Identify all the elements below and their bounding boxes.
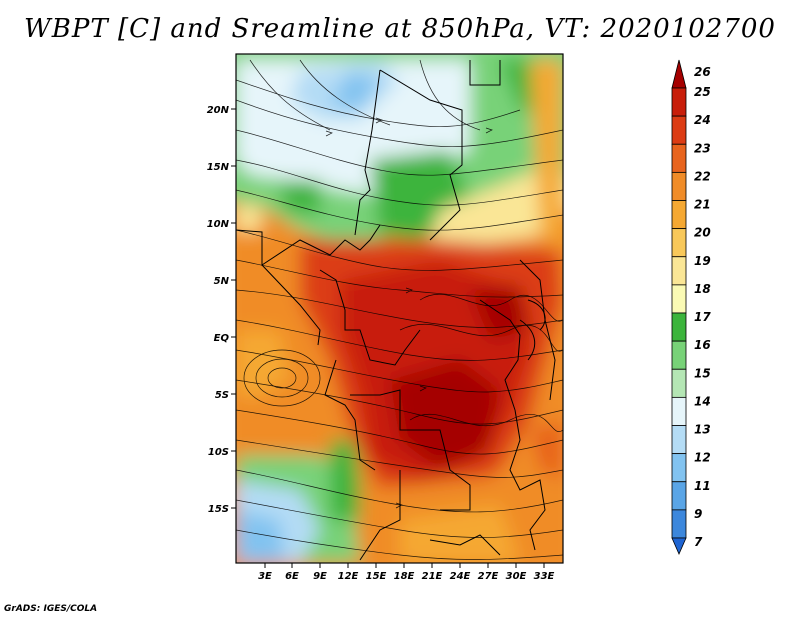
country-borders xyxy=(236,60,556,561)
lon-label: 3E xyxy=(258,571,272,582)
lon-label: 9E xyxy=(313,571,327,582)
colorbar-segment xyxy=(671,340,687,370)
lat-label: 20N xyxy=(207,105,230,116)
colorbar-label: 23 xyxy=(694,141,711,155)
lat-labels: 20N 15N 10N 5N EQ 5S 10S 15S xyxy=(207,105,230,515)
colorbar-label: 20 xyxy=(694,226,711,240)
colorbar-segment xyxy=(671,171,687,201)
lon-label: 6E xyxy=(285,571,299,582)
lat-ticks xyxy=(231,108,236,509)
colorbar-label: 14 xyxy=(694,394,711,408)
colorbar: 26 25 24 23 22 21 20 19 18 17 16 15 14 13 12 11 9 7 xyxy=(671,59,711,555)
colorbar-label: 24 xyxy=(694,113,711,127)
lon-label: 12E xyxy=(338,571,359,582)
lat-label: 10N xyxy=(207,219,230,230)
lon-label: 24E xyxy=(450,571,471,582)
colorbar-label: 11 xyxy=(694,479,711,493)
colorbar-label: 26 xyxy=(694,65,711,79)
lon-label: 18E xyxy=(394,571,415,582)
colorbar-segment xyxy=(671,453,687,483)
colorbar-segment xyxy=(671,228,687,258)
colorbar-label: 12 xyxy=(694,451,711,465)
lat-label: 5S xyxy=(215,390,229,401)
colorbar-segment xyxy=(671,368,687,398)
colorbar-segment xyxy=(671,396,687,426)
lon-label: 21E xyxy=(422,571,443,582)
lon-label: 27E xyxy=(478,571,499,582)
lat-label: 10S xyxy=(208,447,229,458)
lat-label: EQ xyxy=(214,333,230,344)
lat-label: 5N xyxy=(214,276,230,287)
lon-label: 33E xyxy=(534,571,555,582)
colorbar-label: 17 xyxy=(694,310,711,324)
lon-label: 15E xyxy=(366,571,387,582)
credit-text: GrADS: IGES/COLA xyxy=(4,604,97,614)
map-frame xyxy=(235,53,564,564)
colorbar-segment xyxy=(671,200,687,230)
colorbar-label: 25 xyxy=(694,85,711,99)
colorbar-segment xyxy=(671,115,687,145)
colorbar-segment xyxy=(671,59,687,89)
colorbar-segment xyxy=(671,481,687,511)
lat-label: 15N xyxy=(207,162,230,173)
colorbar-label: 9 xyxy=(694,507,702,521)
map-title: WBPT [C] and Sreamline at 850hPa, VT: 20… xyxy=(24,14,776,44)
colorbar-segment xyxy=(671,509,687,539)
colorbar-label: 22 xyxy=(694,169,711,183)
colorbar-segment xyxy=(671,87,687,117)
lon-ticks xyxy=(264,563,545,568)
colorbar-label: 18 xyxy=(694,282,711,296)
colorbar-segment xyxy=(671,256,687,286)
lat-label: 15S xyxy=(208,504,229,515)
lon-labels: 3E 6E 9E 12E 15E 18E 21E 24E 27E 30E 33E xyxy=(258,571,554,582)
colorbar-label: 19 xyxy=(694,254,711,268)
map-panel xyxy=(236,54,563,563)
colorbar-label: 15 xyxy=(694,366,711,380)
colorbar-label: 13 xyxy=(694,423,711,437)
colorbar-label: 21 xyxy=(694,198,711,212)
lon-label: 30E xyxy=(506,571,527,582)
colorbar-segment xyxy=(671,537,687,555)
colorbar-segment xyxy=(671,312,687,342)
colorbar-label: 16 xyxy=(694,338,711,352)
colorbar-label: 7 xyxy=(694,535,703,549)
colorbar-segment xyxy=(671,284,687,314)
colorbar-segment xyxy=(671,425,687,455)
streamlines xyxy=(236,59,563,560)
colorbar-segment xyxy=(671,143,687,173)
